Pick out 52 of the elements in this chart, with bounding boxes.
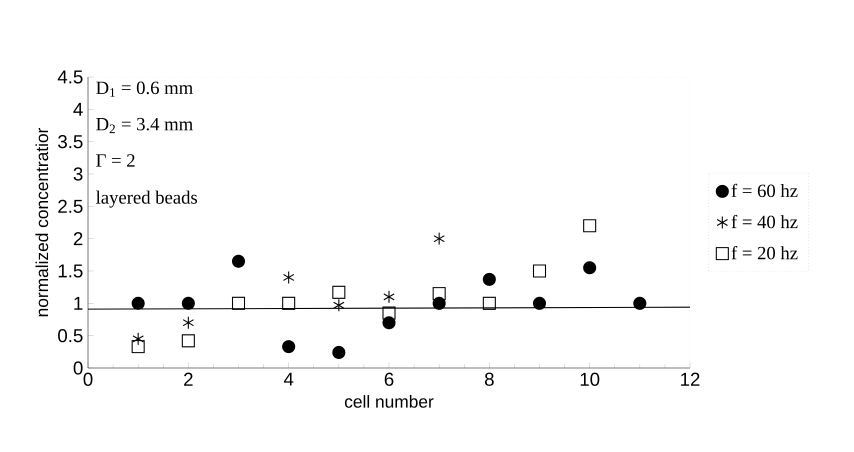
point	[382, 316, 396, 330]
point	[482, 296, 496, 310]
point	[583, 261, 596, 274]
annotation: D$_{2}$ = 3.4 mm	[96, 118, 193, 134]
x-tick-label: 6	[384, 372, 394, 386]
y-tick-label: 2	[74, 232, 82, 246]
point	[333, 298, 345, 312]
point	[433, 232, 445, 246]
point	[182, 296, 195, 310]
point	[282, 340, 296, 354]
y-tick-label: 3	[74, 167, 82, 181]
x-tick-label: 12	[681, 372, 700, 386]
point	[282, 296, 296, 310]
point	[633, 296, 646, 310]
point	[182, 316, 194, 330]
point	[232, 296, 246, 310]
annotation: layered beads	[96, 190, 198, 208]
point	[232, 254, 246, 268]
point	[583, 219, 596, 232]
y-tick-label: 1.5	[58, 264, 83, 278]
x-tick-label: 10	[580, 372, 600, 386]
x-tick-label: 4	[284, 372, 294, 386]
y-tick-label: 0	[74, 361, 83, 375]
point	[182, 334, 195, 348]
legend-label: f = 40 hz	[732, 214, 798, 228]
y-tick-label: 4.5	[58, 70, 83, 84]
point	[383, 290, 395, 304]
point	[132, 332, 144, 346]
x-tick-label: 8	[484, 372, 494, 386]
point	[282, 270, 294, 284]
y-axis-title: normalized concentratior	[35, 128, 48, 316]
legend-label: f = 60 hz	[732, 184, 798, 198]
y-tick-label: 3.5	[58, 135, 83, 148]
point	[482, 272, 496, 286]
annotation: Γ = 2	[96, 154, 135, 167]
point	[132, 340, 145, 354]
point	[382, 306, 396, 320]
point	[432, 287, 446, 300]
point	[332, 286, 346, 299]
point	[132, 296, 145, 310]
y-tick-label: 2.5	[58, 200, 83, 213]
y-tick-label: 0.5	[58, 329, 83, 342]
x-axis-title: cell number	[344, 395, 434, 408]
point	[332, 346, 346, 359]
point	[532, 296, 546, 310]
legend-label: f = 20 hz	[732, 246, 798, 260]
x-tick-label: 0	[84, 372, 92, 386]
x-tick-label: 2	[184, 372, 193, 386]
point	[532, 264, 546, 278]
annotation: D$_{1}$ = 0.6 mm	[96, 82, 193, 97]
y-tick-label: 4	[73, 102, 83, 116]
y-tick-label: 1	[74, 296, 82, 310]
